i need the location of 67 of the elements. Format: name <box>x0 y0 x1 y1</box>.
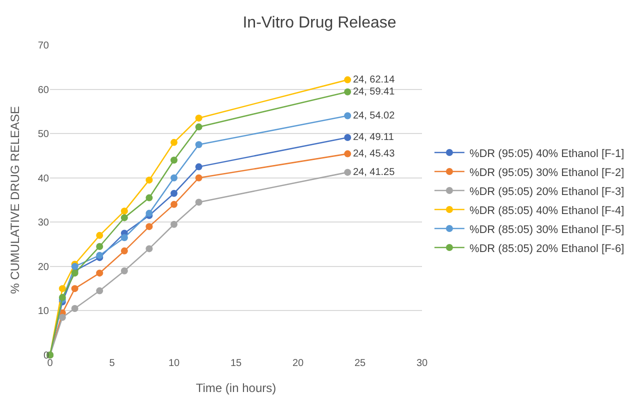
y-tick-label: 70 <box>38 40 50 52</box>
point <box>58 285 66 292</box>
point <box>344 168 352 176</box>
legend-label: %DR (95:05) 40% Ethanol [F-1] <box>469 148 624 160</box>
point <box>58 314 66 321</box>
point <box>120 247 128 254</box>
x-tick-label: 20 <box>292 358 304 369</box>
y-tick-label: 10 <box>38 306 50 318</box>
point <box>58 294 66 301</box>
point <box>170 138 178 146</box>
point <box>195 141 202 148</box>
point <box>344 112 352 120</box>
data-label: 24, 45.43 <box>352 148 396 160</box>
point <box>96 252 104 259</box>
chart-title: In-Vitro Drug Release <box>242 14 396 32</box>
x-tick-label: 30 <box>416 358 428 369</box>
point <box>170 174 178 182</box>
data-label: 24, 59.41 <box>352 86 396 98</box>
y-axis-title: % CUMULATIVE DRUG RELEASE <box>8 106 22 294</box>
point <box>344 88 352 96</box>
point <box>344 150 352 158</box>
point <box>96 287 104 294</box>
legend-label: %DR (85:05) 30% Ethanol [F-5] <box>469 224 624 236</box>
point <box>195 123 202 130</box>
y-tick-label: 50 <box>38 129 50 140</box>
point <box>71 270 78 277</box>
x-axis-title: Time (in hours) <box>196 380 276 395</box>
point <box>195 198 202 206</box>
y-tick-label: 40 <box>38 173 50 184</box>
x-tick-label: 15 <box>230 358 242 369</box>
point <box>170 156 178 164</box>
point <box>344 134 352 142</box>
data-label: 24, 54.02 <box>352 110 396 122</box>
point <box>170 200 178 208</box>
point <box>96 270 104 277</box>
point <box>120 214 128 222</box>
point <box>120 208 128 215</box>
y-tick-label: 20 <box>38 262 50 273</box>
y-tick-label: 60 <box>38 84 50 96</box>
point <box>195 163 202 170</box>
x-tick-label: 10 <box>168 358 180 369</box>
point <box>146 176 153 184</box>
point <box>146 223 153 230</box>
point <box>344 76 352 84</box>
point <box>195 174 202 182</box>
point <box>146 245 153 252</box>
point <box>71 285 78 292</box>
point <box>146 210 153 217</box>
legend-label: %DR (95:05) 30% Ethanol [F-2] <box>469 166 624 179</box>
point <box>120 267 128 274</box>
data-label: 24, 49.11 <box>352 132 394 144</box>
point <box>170 190 178 197</box>
point <box>71 305 78 312</box>
point <box>120 234 128 242</box>
data-label: 24, 41.25 <box>352 166 396 178</box>
point <box>170 220 178 228</box>
legend-label: %DR (95:05) 20% Ethanol [F-3] <box>469 186 624 198</box>
x-tick-label: 25 <box>354 358 366 369</box>
point <box>96 232 104 239</box>
legend-label: %DR (85:05) 40% Ethanol [F-4] <box>469 204 624 217</box>
point <box>146 194 153 202</box>
legend-label: %DR (85:05) 20% Ethanol [F-6] <box>469 242 624 255</box>
data-label: 24, 62.14 <box>352 74 396 86</box>
point <box>195 114 202 122</box>
x-tick-label: 5 <box>109 358 116 369</box>
y-tick-label: 30 <box>38 218 50 229</box>
point <box>96 243 104 250</box>
